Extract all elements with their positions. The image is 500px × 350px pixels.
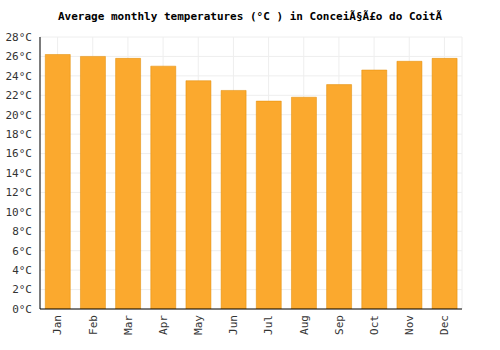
svg-text:18°C: 18°C [8, 128, 32, 141]
svg-text:20°C: 20°C [8, 109, 32, 122]
svg-text:Apr: Apr [157, 315, 170, 335]
svg-text:Jan: Jan [51, 315, 64, 335]
svg-text:Sep: Sep [333, 315, 346, 335]
svg-text:Aug: Aug [298, 315, 311, 335]
svg-text:26°C: 26°C [8, 50, 32, 63]
svg-text:May: May [192, 315, 205, 335]
svg-text:Feb: Feb [87, 315, 100, 335]
svg-text:Mar: Mar [122, 315, 135, 335]
html-text:Average monthly temperatures (: Average monthly temperatures (°C ) in Co… [57, 10, 442, 23]
svg-text:Oct: Oct [368, 315, 381, 335]
svg-text:2°C: 2°C [12, 283, 32, 296]
svg-text:4°C: 4°C [12, 264, 32, 277]
svg-text:8°C: 8°C [12, 225, 32, 238]
svg-text:12°C: 12°C [8, 186, 32, 199]
svg-text:Dec: Dec [438, 315, 451, 335]
svg-text:Nov: Nov [403, 315, 416, 335]
svg-text:28°C: 28°C [8, 31, 32, 44]
svg-text:24°C: 24°C [8, 70, 32, 83]
svg-text:Jul: Jul [262, 315, 275, 335]
svg-text:22°C: 22°C [8, 89, 32, 102]
svg-text:10°C: 10°C [8, 206, 32, 219]
svg-text:14°C: 14°C [8, 167, 32, 180]
svg-text:6°C: 6°C [12, 245, 32, 258]
svg-text:0°C: 0°C [12, 303, 32, 316]
svg-text:16°C: 16°C [8, 147, 32, 160]
svg-text:Jun: Jun [227, 315, 240, 335]
